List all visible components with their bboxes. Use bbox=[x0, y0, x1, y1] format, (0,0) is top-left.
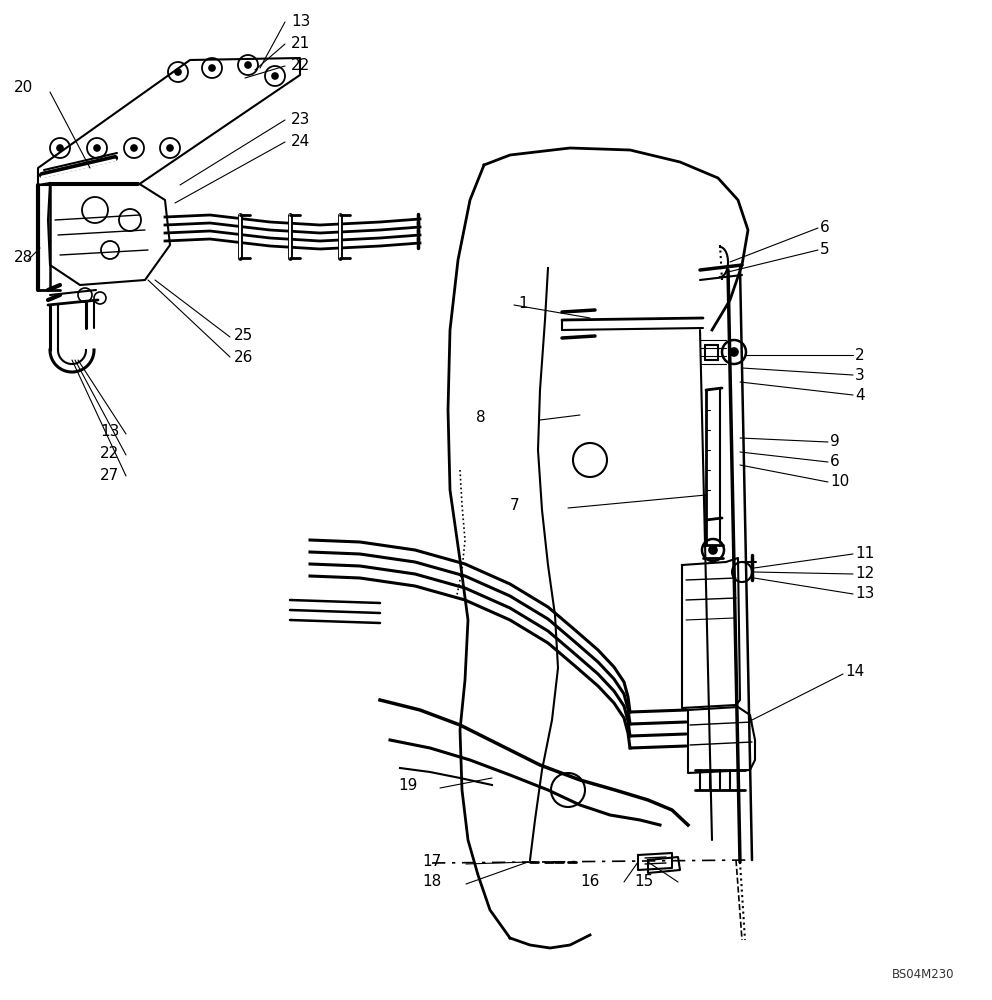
Circle shape bbox=[87, 138, 107, 158]
Text: 15: 15 bbox=[634, 874, 654, 890]
Text: 18: 18 bbox=[422, 874, 441, 890]
Text: 14: 14 bbox=[845, 664, 864, 680]
Circle shape bbox=[202, 58, 222, 78]
Text: 1: 1 bbox=[518, 296, 528, 310]
Circle shape bbox=[82, 197, 108, 223]
Text: 6: 6 bbox=[830, 454, 840, 470]
Circle shape bbox=[265, 66, 285, 86]
Polygon shape bbox=[682, 558, 740, 708]
Circle shape bbox=[168, 62, 188, 82]
Text: 26: 26 bbox=[234, 350, 253, 364]
Circle shape bbox=[702, 539, 724, 561]
Text: 7: 7 bbox=[510, 498, 520, 514]
Text: BS04M230: BS04M230 bbox=[892, 968, 954, 982]
Circle shape bbox=[50, 138, 70, 158]
Circle shape bbox=[167, 145, 173, 151]
Circle shape bbox=[124, 138, 144, 158]
Text: 9: 9 bbox=[830, 434, 840, 450]
Circle shape bbox=[119, 209, 141, 231]
Text: 11: 11 bbox=[855, 546, 874, 562]
Circle shape bbox=[57, 145, 63, 151]
Circle shape bbox=[78, 288, 92, 302]
Circle shape bbox=[732, 562, 752, 582]
Text: 27: 27 bbox=[100, 468, 119, 484]
Text: 3: 3 bbox=[855, 367, 865, 382]
Circle shape bbox=[94, 292, 106, 304]
Circle shape bbox=[238, 55, 258, 75]
Circle shape bbox=[730, 348, 738, 356]
Text: 28: 28 bbox=[14, 250, 34, 265]
Text: 22: 22 bbox=[291, 58, 310, 74]
Text: 19: 19 bbox=[398, 778, 418, 794]
Text: 13: 13 bbox=[291, 14, 310, 29]
Text: 8: 8 bbox=[476, 410, 486, 426]
Text: 13: 13 bbox=[100, 424, 119, 440]
Text: 10: 10 bbox=[830, 475, 849, 489]
Circle shape bbox=[551, 773, 585, 807]
Text: 13: 13 bbox=[855, 586, 874, 601]
Polygon shape bbox=[48, 183, 170, 285]
Text: 23: 23 bbox=[291, 112, 310, 127]
Text: 17: 17 bbox=[422, 854, 441, 869]
Text: 5: 5 bbox=[820, 242, 829, 257]
Text: 12: 12 bbox=[855, 566, 874, 582]
Circle shape bbox=[709, 546, 717, 554]
Text: 22: 22 bbox=[100, 446, 119, 462]
Circle shape bbox=[94, 145, 100, 151]
Text: 20: 20 bbox=[14, 81, 34, 96]
Polygon shape bbox=[638, 853, 672, 870]
Circle shape bbox=[722, 340, 746, 364]
Circle shape bbox=[573, 443, 607, 477]
Text: 6: 6 bbox=[820, 221, 829, 235]
Text: 21: 21 bbox=[291, 36, 310, 51]
Polygon shape bbox=[38, 58, 300, 185]
Circle shape bbox=[175, 69, 181, 75]
Text: 2: 2 bbox=[855, 348, 865, 362]
Text: 16: 16 bbox=[580, 874, 599, 890]
Text: 24: 24 bbox=[291, 134, 310, 149]
Circle shape bbox=[272, 73, 278, 79]
Circle shape bbox=[209, 65, 215, 71]
Text: 25: 25 bbox=[234, 328, 253, 342]
Circle shape bbox=[160, 138, 180, 158]
Circle shape bbox=[131, 145, 137, 151]
Polygon shape bbox=[688, 707, 755, 773]
Text: 4: 4 bbox=[855, 387, 865, 402]
Circle shape bbox=[101, 241, 119, 259]
Circle shape bbox=[245, 62, 251, 68]
Polygon shape bbox=[648, 857, 680, 873]
